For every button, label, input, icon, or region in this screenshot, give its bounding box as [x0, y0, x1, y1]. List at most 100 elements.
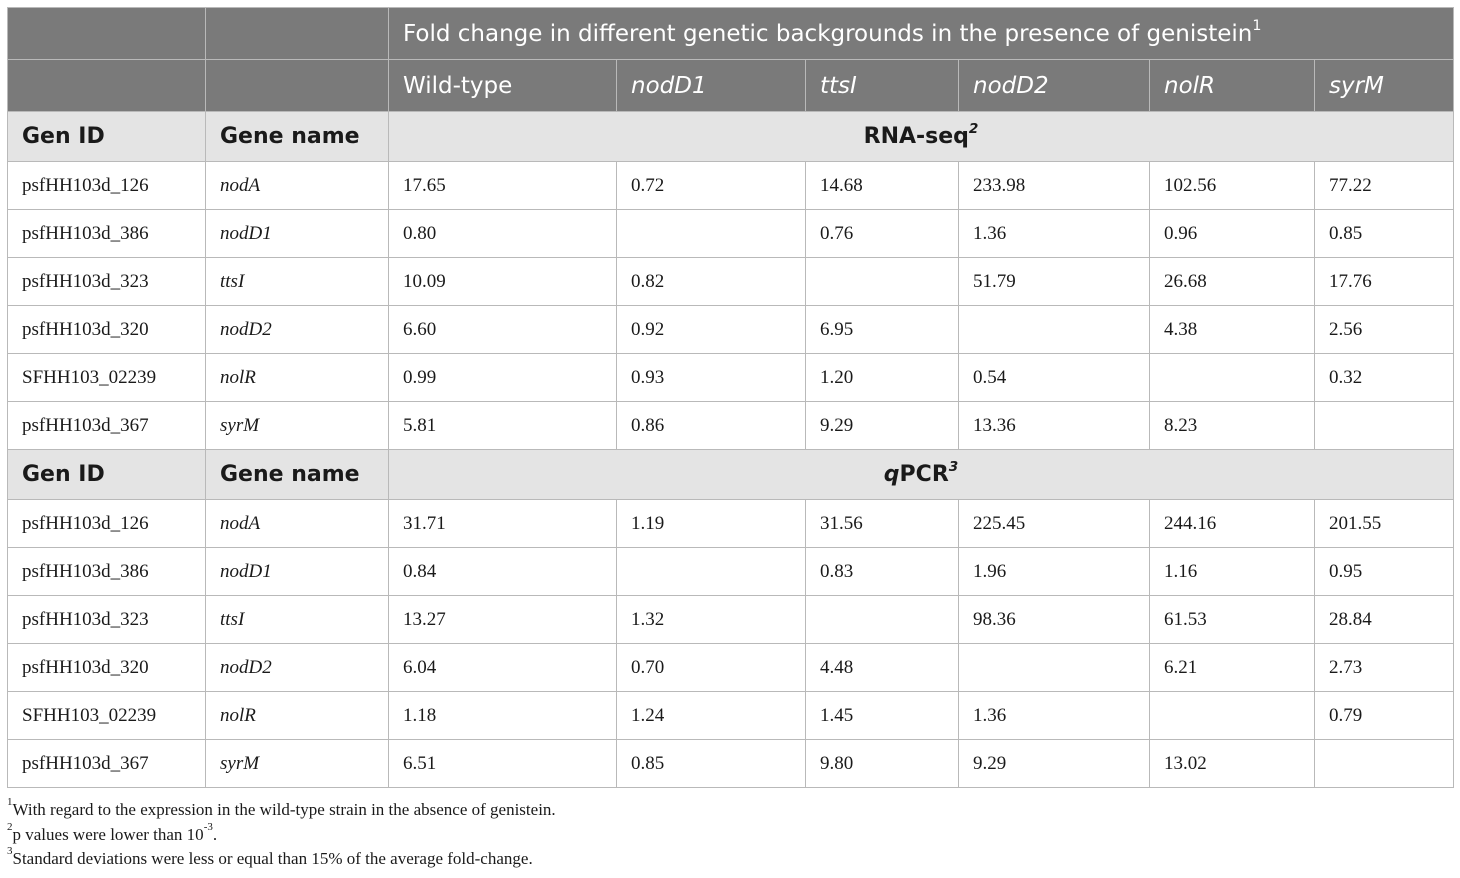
header-title: Fold change in different genetic backgro… — [387, 7, 1455, 60]
header-title-row: Fold change in different genetic backgro… — [7, 7, 1455, 60]
fold-change-cell: 51.79 — [958, 257, 1150, 306]
fold-change-cell: 0.32 — [1313, 353, 1455, 402]
fold-change-cell: 0.84 — [388, 547, 617, 596]
fold-change-cell: 9.29 — [805, 401, 959, 450]
fold-change-cell: 28.84 — [1313, 595, 1455, 644]
gen-id-cell: psfHH103d_367 — [7, 739, 206, 788]
gene-name-cell: ttsI — [205, 257, 389, 306]
gene-name-header: Gene name — [205, 449, 389, 500]
fold-change-cell — [616, 547, 806, 596]
footnote-2: 2p values were lower than 10-3. — [7, 820, 218, 844]
gen-id-cell: psfHH103d_323 — [7, 257, 206, 306]
header-blank-cell — [205, 59, 389, 112]
fold-change-cell: 0.86 — [616, 401, 806, 450]
method-name: RNA-seq — [863, 124, 969, 149]
gen-id-header: Gen ID — [7, 111, 206, 162]
gene-name-cell: nolR — [205, 353, 389, 402]
column-header-nodd1: nodD1 — [616, 59, 806, 112]
fold-change-cell: 4.48 — [805, 643, 959, 692]
fold-change-cell — [805, 257, 959, 306]
section-header-row: Gen ID Gene name RNA-seq2 — [7, 111, 1455, 162]
fold-change-cell: 17.65 — [388, 161, 617, 210]
gen-id-header: Gen ID — [7, 449, 206, 500]
gen-id-cell: psfHH103d_386 — [7, 209, 206, 258]
fold-change-cell: 1.32 — [616, 595, 806, 644]
fold-change-cell: 5.81 — [388, 401, 617, 450]
fold-change-cell — [616, 209, 806, 258]
method-footnote-mark: 3 — [948, 458, 959, 475]
section-header-row: Gen ID Gene name qPCR3 — [7, 449, 1455, 500]
gen-id-cell: SFHH103_02239 — [7, 353, 206, 402]
fold-change-cell: 1.24 — [616, 691, 806, 740]
gene-name-cell: nodA — [205, 161, 389, 210]
gen-id-cell: SFHH103_02239 — [7, 691, 206, 740]
gene-name-cell: nodD1 — [205, 209, 389, 258]
footnote-3: 3Standard deviations were less or equal … — [7, 845, 533, 868]
gen-id-cell: psfHH103d_320 — [7, 643, 206, 692]
gene-name-cell: nodD2 — [205, 305, 389, 354]
fold-change-cell — [958, 305, 1150, 354]
fold-change-cell: 6.51 — [388, 739, 617, 788]
fold-change-cell: 14.68 — [805, 161, 959, 210]
fold-change-cell: 1.45 — [805, 691, 959, 740]
table-row: psfHH103d_126 nodA 31.71 1.19 31.56 225.45 244… — [7, 499, 1455, 548]
footnotes: 1With regard to the expression in the wi… — [7, 796, 556, 872]
table-row: psfHH103d_320 nodD2 6.04 0.70 4.48 6.21 2.73 — [7, 643, 1455, 692]
fold-change-cell: 61.53 — [1149, 595, 1315, 644]
header-columns-row: Wild-type nodD1 ttsI nodD2 nolR syrM — [7, 59, 1455, 112]
fold-change-cell: 1.36 — [958, 691, 1150, 740]
fold-change-cell: 0.92 — [616, 305, 806, 354]
column-header-ttsi: ttsI — [805, 59, 959, 112]
fold-change-cell — [958, 643, 1150, 692]
column-header-syrm: syrM — [1313, 59, 1455, 112]
method-prefix: q — [883, 462, 900, 487]
fold-change-cell: 0.70 — [616, 643, 806, 692]
fold-change-cell: 8.23 — [1149, 401, 1315, 450]
fold-change-cell: 26.68 — [1149, 257, 1315, 306]
fold-change-cell: 1.18 — [388, 691, 617, 740]
fold-change-cell — [1149, 353, 1315, 402]
table-row: psfHH103d_367 syrM 5.81 0.86 9.29 13.36 8.23 — [7, 401, 1455, 450]
table-row: psfHH103d_367 syrM 6.51 0.85 9.80 9.29 13.02 — [7, 739, 1455, 788]
gen-id-cell: psfHH103d_386 — [7, 547, 206, 596]
table-row: psfHH103d_386 nodD1 0.84 0.83 1.96 1.16 0.95 — [7, 547, 1455, 596]
fold-change-cell — [1149, 691, 1315, 740]
footnote-1: 1With regard to the expression in the wi… — [7, 796, 556, 819]
fold-change-table: Fold change in different genetic backgro… — [7, 7, 1455, 788]
gen-id-cell: psfHH103d_126 — [7, 161, 206, 210]
fold-change-cell: 2.73 — [1313, 643, 1455, 692]
fold-change-cell: 31.56 — [805, 499, 959, 548]
fold-change-cell: 1.19 — [616, 499, 806, 548]
fold-change-cell: 0.99 — [388, 353, 617, 402]
fold-change-cell: 2.56 — [1313, 305, 1455, 354]
table-row: psfHH103d_323 ttsI 10.09 0.82 51.79 26.68 17.7… — [7, 257, 1455, 306]
fold-change-cell — [805, 595, 959, 644]
gen-id-cell: psfHH103d_323 — [7, 595, 206, 644]
fold-change-cell — [1313, 401, 1455, 450]
fold-change-cell — [1313, 739, 1455, 788]
fold-change-cell: 0.72 — [616, 161, 806, 210]
fold-change-cell: 6.04 — [388, 643, 617, 692]
fold-change-cell: 102.56 — [1149, 161, 1315, 210]
fold-change-cell: 77.22 — [1313, 161, 1455, 210]
method-footnote-mark: 2 — [968, 120, 979, 137]
gene-name-cell: nolR — [205, 691, 389, 740]
fold-change-cell: 0.95 — [1313, 547, 1455, 596]
fold-change-cell: 0.54 — [958, 353, 1150, 402]
fold-change-cell: 13.36 — [958, 401, 1150, 450]
fold-change-cell: 6.60 — [388, 305, 617, 354]
column-header-wild-type: Wild-type — [388, 59, 617, 112]
fold-change-cell: 98.36 — [958, 595, 1150, 644]
fold-change-cell: 6.21 — [1149, 643, 1315, 692]
gene-name-cell: syrM — [205, 401, 389, 450]
fold-change-cell: 31.71 — [388, 499, 617, 548]
table-row: SFHH103_02239 nolR 1.18 1.24 1.45 1.36 0.79 — [7, 691, 1455, 740]
gene-name-cell: nodA — [205, 499, 389, 548]
fold-change-cell: 1.96 — [958, 547, 1150, 596]
fold-change-cell: 0.93 — [616, 353, 806, 402]
fold-change-cell: 1.16 — [1149, 547, 1315, 596]
fold-change-cell: 0.76 — [805, 209, 959, 258]
table-row: psfHH103d_320 nodD2 6.60 0.92 6.95 4.38 2.56 — [7, 305, 1455, 354]
gene-name-cell: nodD1 — [205, 547, 389, 596]
fold-change-cell: 225.45 — [958, 499, 1150, 548]
